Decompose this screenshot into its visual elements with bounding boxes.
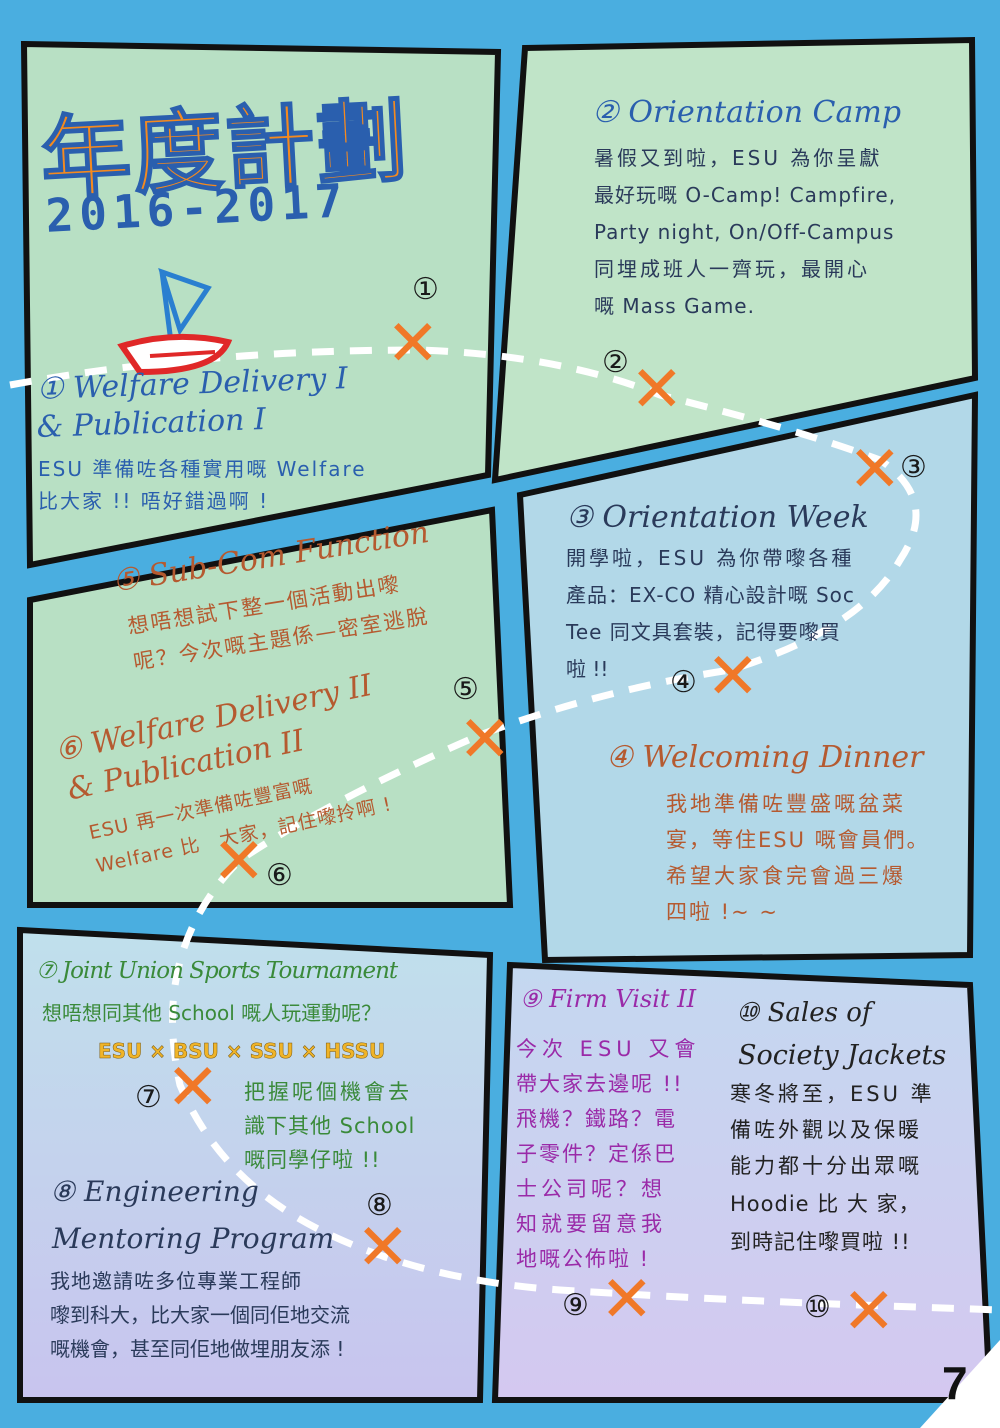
event-body-line: 把握呢個機會去 — [244, 1080, 412, 1104]
x-mark-icon: ✕ — [848, 433, 902, 507]
path-marker-8: ⑧ — [366, 1188, 393, 1223]
event-body-line: 我地準備咗豐盛嘅盆菜 — [666, 792, 906, 816]
event-body-line: 啦 !! — [566, 657, 609, 681]
event-body-line: 識下其他 School — [244, 1114, 416, 1138]
event-title: ⑨ Firm Visit II — [520, 985, 697, 1013]
event-title: ③ Orientation Week — [566, 500, 869, 535]
event-body-line: 備咗外觀以及保暖 — [730, 1118, 922, 1142]
event-body-line: 宴，等住ESU 嘅會員們。 — [666, 828, 930, 852]
x-mark-icon: ✕ — [842, 1275, 896, 1349]
event-body-line: 開學啦，ESU 為你帶嚟各種 — [566, 546, 855, 570]
event-body-line: 四啦 !~ ~ — [666, 900, 779, 924]
event-body-line: 今次 ESU 又會 — [516, 1037, 701, 1061]
treasure-path — [9, 346, 1000, 1314]
event-body-line: 我地邀請咗多位專業工程師 — [50, 1269, 302, 1293]
path-marker-9: ⑨ — [562, 1288, 589, 1323]
path-marker-10: ⑩ — [804, 1290, 831, 1325]
page-number: 7 — [942, 1357, 968, 1409]
path-marker-6: ⑥ — [266, 858, 293, 893]
event-body-line: 嘅 Mass Game. — [594, 294, 755, 318]
sailboat-icon — [117, 268, 233, 376]
event-body-line: 產品：EX-CO 精心設計嘅 Soc — [566, 583, 855, 607]
x-mark-icon: ✕ — [386, 307, 440, 381]
panel-5 — [17, 926, 494, 1403]
event-body-line: 子零件？定係巴 — [516, 1142, 677, 1166]
x-mark-icon: ✕ — [356, 1211, 410, 1285]
event-title-line2: Society Jackets — [738, 1040, 947, 1071]
x-mark-icon: ✕ — [458, 703, 512, 777]
path-marker-7: ⑦ — [135, 1080, 162, 1115]
path-marker-2: ② — [602, 345, 629, 380]
x-mark-icon: ✕ — [600, 1263, 654, 1337]
event-title: ⑩ Sales of — [736, 998, 872, 1028]
path-marker-4: ④ — [670, 665, 697, 700]
event-body-line: 帶大家去邊呢 !! — [516, 1072, 684, 1096]
event-title: ④ Welcoming Dinner — [606, 740, 924, 775]
event-body-line: 想唔想同其他 School 嘅人玩運動呢？ — [42, 1001, 382, 1025]
event-body-line: Tee 同文具套裝，記得要嚟買 — [566, 620, 841, 644]
event-title: ② Orientation Camp — [592, 95, 902, 130]
event-body-line: 嘅機會，甚至同佢地做埋朋友添 ! — [50, 1337, 345, 1361]
event-body-line: 嚟到科大，比大家一個同佢地交流 — [50, 1303, 350, 1327]
event-body-line: 知就要留意我 — [516, 1212, 666, 1236]
event-body-line: 最好玩嘅 O-Camp! Campfire, — [594, 183, 897, 207]
event-title: ⑦ Joint Union Sports Tournament — [36, 958, 398, 984]
x-mark-icon: ✕ — [166, 1051, 220, 1125]
event-body-line: 同埋成班人一齊玩，最開心 — [594, 257, 870, 281]
event-body-line: 到時記住嚟買啦 !! — [730, 1230, 911, 1254]
path-marker-3: ③ — [900, 450, 927, 485]
path-marker-5: ⑤ — [452, 672, 479, 707]
event-body-line: 地嘅公佈啦 ! — [516, 1247, 651, 1271]
x-mark-icon: ✕ — [706, 640, 760, 714]
event-body-line: 寒冬將至，ESU 準 — [730, 1082, 935, 1106]
event-body-line: 飛機？鐵路？電 — [516, 1107, 677, 1131]
path-marker-1: ① — [412, 272, 439, 307]
event-body-line: 比大家 !! 唔好錯過啊 ! — [38, 489, 270, 513]
x-mark-icon: ✕ — [212, 825, 266, 899]
panel-3 — [27, 506, 514, 908]
event-title-line2: Mentoring Program — [52, 1222, 335, 1255]
event-body-line: ESU 準備咗各種實用嘅 Welfare — [38, 457, 367, 481]
event-body-line: 嘅同學仔啦 !! — [244, 1148, 381, 1172]
page-corner — [920, 1340, 1000, 1428]
event-body-line: 能力都十分出眾嘅 — [730, 1154, 922, 1178]
panel-1 — [20, 40, 502, 569]
event-body-line: 暑假又到啦，ESU 為你呈獻 — [594, 146, 883, 170]
event-body-line: 士公司呢？想 — [516, 1177, 666, 1201]
x-mark-icon: ✕ — [630, 353, 684, 427]
union-names: ESU × BSU × SSU × HSSU — [98, 1039, 386, 1064]
event-body-line: Hoodie 比 大 家， — [730, 1192, 921, 1216]
event-body-line: 希望大家食完會過三爆 — [666, 864, 906, 888]
panel-4 — [516, 391, 979, 964]
panel-2 — [491, 36, 979, 484]
event-body-line: Party night, On/Off-Campus — [594, 220, 895, 244]
event-title: ⑧ Engineering — [50, 1175, 259, 1208]
